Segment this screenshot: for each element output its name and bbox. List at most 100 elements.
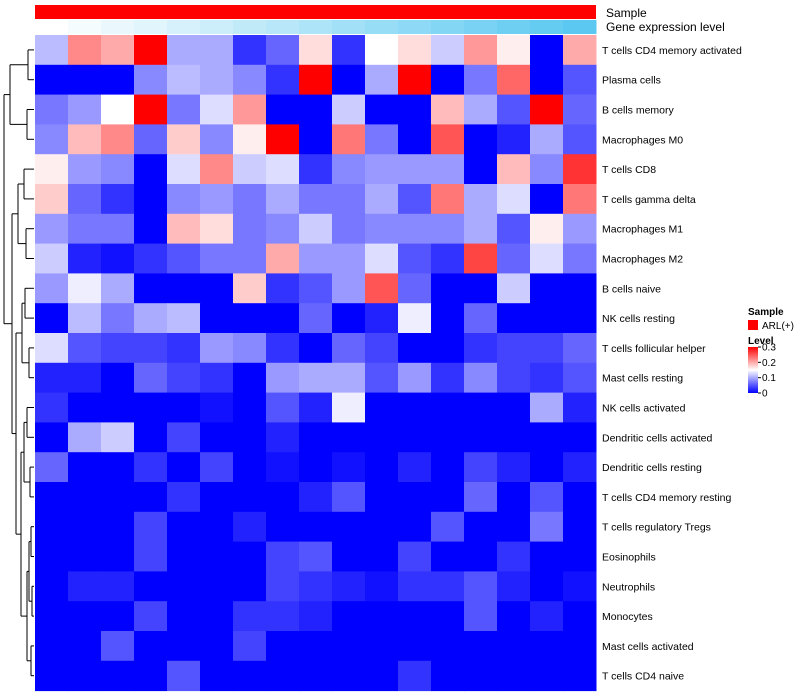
- heatmap-cell: [299, 601, 333, 632]
- heatmap-cell: [134, 64, 168, 96]
- heatmap-cell: [365, 422, 399, 453]
- heatmap-cell: [200, 154, 234, 185]
- heatmap-cell: [530, 154, 564, 185]
- heatmap-cell: [35, 303, 69, 334]
- heatmap-cell: [398, 333, 432, 364]
- heatmap-cell: [464, 631, 498, 662]
- heatmap-cell: [68, 392, 102, 423]
- heatmap-cell: [35, 124, 69, 155]
- heatmap-cell: [233, 64, 267, 96]
- row-label: NK cells resting: [602, 313, 675, 325]
- heatmap-cell: [431, 631, 465, 662]
- heatmap-cell: [332, 243, 366, 274]
- heatmap-cell: [200, 94, 234, 125]
- heatmap-cell: [167, 660, 201, 692]
- heatmap-cell: [266, 362, 300, 394]
- heatmap-cell: [497, 511, 531, 543]
- heatmap-cell: [464, 362, 498, 394]
- heatmap-cell: [530, 303, 564, 334]
- heatmap-cell: [431, 392, 465, 423]
- heatmap-cell: [35, 333, 69, 364]
- heatmap-cell: [530, 571, 564, 602]
- heatmap-cell: [299, 333, 333, 364]
- heatmap-cell: [398, 154, 432, 185]
- heatmap-cell: [200, 601, 234, 632]
- heatmap-cell: [365, 243, 399, 274]
- annotation-expression-cell: [101, 20, 135, 34]
- heatmap-cell: [167, 422, 201, 453]
- row-label: Mast cells resting: [602, 373, 683, 385]
- row-label: T cells CD4 naive: [602, 671, 684, 683]
- heatmap-cell: [398, 243, 432, 274]
- heatmap-cell: [134, 362, 168, 394]
- heatmap-cell: [299, 422, 333, 453]
- heatmap-cell: [233, 124, 267, 155]
- heatmap-cell: [530, 482, 564, 513]
- heatmap-cell: [530, 64, 564, 96]
- heatmap-cell: [68, 511, 102, 543]
- heatmap-cell: [68, 541, 102, 572]
- heatmap-cell: [200, 303, 234, 334]
- heatmap-cell: [431, 124, 465, 155]
- annotation-label-sample: Sample: [606, 6, 647, 20]
- heatmap-cell: [497, 422, 531, 453]
- row-label: Macrophages M2: [602, 254, 683, 266]
- heatmap-cell: [431, 422, 465, 453]
- heatmap-cell: [134, 94, 168, 125]
- heatmap-cell: [497, 213, 531, 245]
- heatmap-cell: [563, 64, 597, 96]
- heatmap-cell: [299, 273, 333, 304]
- heatmap-cell: [266, 213, 300, 245]
- heatmap-cell: [365, 35, 399, 66]
- heatmap-cell: [167, 184, 201, 215]
- heatmap-cell: [35, 392, 69, 423]
- row-label: NK cells activated: [602, 403, 686, 415]
- heatmap-cell: [200, 631, 234, 662]
- heatmap-cell: [167, 273, 201, 304]
- heatmap-cell: [497, 273, 531, 304]
- heatmap-cell: [530, 541, 564, 572]
- heatmap-cell: [530, 273, 564, 304]
- annotation-expression-cell: [134, 20, 168, 34]
- heatmap-cell: [431, 35, 465, 66]
- heatmap-cell: [431, 541, 465, 572]
- heatmap-cell: [497, 35, 531, 66]
- row-labels: T cells CD4 memory activated Plasma cells…: [602, 45, 742, 683]
- heatmap-cell: [299, 64, 333, 96]
- heatmap-cell: [134, 35, 168, 66]
- heatmap-cell: [200, 511, 234, 543]
- heatmap-cell: [266, 571, 300, 602]
- heatmap-cell: [266, 482, 300, 513]
- heatmap-cell: [332, 571, 366, 602]
- heatmap-cell: [233, 333, 267, 364]
- heatmap-cell: [332, 94, 366, 125]
- heatmap-cell: [398, 660, 432, 692]
- heatmap-cell: [563, 631, 597, 662]
- heatmap-cell: [464, 571, 498, 602]
- heatmap-cell: [68, 94, 102, 125]
- legend: Sample ARL(+) Level 0.3 0.2 0.1 0: [748, 307, 794, 400]
- heatmap-cell: [233, 303, 267, 334]
- heatmap-cell: [497, 392, 531, 423]
- annotation-expression-cell: [68, 20, 102, 34]
- heatmap-cell: [167, 35, 201, 66]
- heatmap-cell: [563, 273, 597, 304]
- heatmap-cell: [365, 452, 399, 483]
- heatmap-cell: [563, 362, 597, 394]
- legend-level-ticks: 0.3 0.2 0.1 0: [758, 343, 776, 400]
- row-label: B cells memory: [602, 105, 675, 117]
- legend-sample-entry: ARL(+): [762, 321, 794, 332]
- heatmap-cell: [365, 511, 399, 543]
- heatmap-cell: [365, 273, 399, 304]
- heatmap-cell: [530, 333, 564, 364]
- heatmap-cell: [200, 571, 234, 602]
- heatmap-cell: [68, 601, 102, 632]
- heatmap-cell: [497, 184, 531, 215]
- column-annotations: [35, 5, 597, 34]
- legend-level-colorbar: [748, 347, 758, 393]
- heatmap-cell: [431, 273, 465, 304]
- heatmap-cell: [167, 64, 201, 96]
- heatmap-cell: [167, 601, 201, 632]
- heatmap-cell: [101, 213, 135, 245]
- heatmap-cell: [497, 64, 531, 96]
